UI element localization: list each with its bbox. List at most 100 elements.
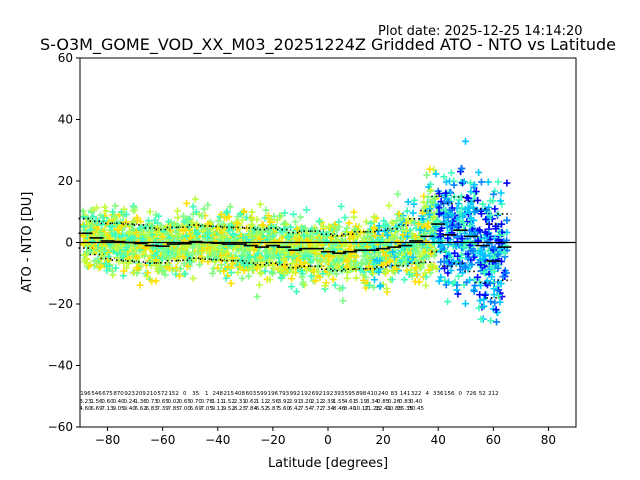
scatter-point xyxy=(192,208,200,216)
scatter-point xyxy=(323,237,331,245)
scatter-point xyxy=(497,244,505,252)
scatter-point xyxy=(301,281,309,289)
scatter-point xyxy=(239,251,247,259)
bin-count-label: 595 xyxy=(345,391,356,397)
bin-count-label: 0.85 xyxy=(377,399,390,405)
scatter-point xyxy=(82,251,90,259)
scatter-point xyxy=(132,254,140,262)
scatter-point xyxy=(112,232,120,240)
scatter-point xyxy=(442,219,450,227)
bin-count-label: 393 xyxy=(334,391,345,397)
scatter-point xyxy=(352,274,360,282)
x-tick-label: 60 xyxy=(486,433,501,447)
scatter-point xyxy=(226,227,234,235)
scatter-point xyxy=(414,220,422,228)
bin-count-label: 0.60 xyxy=(101,399,114,405)
scatter-point xyxy=(194,248,202,256)
scatter-point xyxy=(132,228,140,236)
scatter-point xyxy=(480,268,488,276)
bin-count-label: 11.28 xyxy=(364,406,380,412)
bin-count-label: 196 xyxy=(268,391,279,397)
scatter-point xyxy=(450,181,458,189)
bin-count-label: 0.78 xyxy=(201,399,214,405)
scatter-point xyxy=(183,244,191,252)
scatter-point xyxy=(162,254,170,262)
scatter-point xyxy=(422,282,430,290)
scatter-point xyxy=(277,265,285,273)
scatter-point xyxy=(217,228,225,236)
scatter-point xyxy=(461,137,469,145)
scatter-point xyxy=(388,276,396,284)
scatter-point xyxy=(204,253,212,261)
scatter-point xyxy=(219,234,227,242)
bin-count-label: 7.13 xyxy=(101,406,114,412)
scatter-point xyxy=(453,222,461,230)
scatter-point xyxy=(476,297,484,305)
y-tick-label: −60 xyxy=(48,420,73,434)
bin-count-label: 83 xyxy=(391,391,398,397)
scatter-point xyxy=(88,222,96,230)
scatter-point xyxy=(394,190,402,198)
scatter-point xyxy=(394,261,402,269)
scatter-point xyxy=(390,253,398,261)
scatter-point xyxy=(120,205,128,213)
scatter-point xyxy=(491,244,499,252)
scatter-point xyxy=(365,263,373,271)
scatter-point xyxy=(352,253,360,261)
y-tick-label: −40 xyxy=(48,359,73,373)
scatter-point xyxy=(476,291,484,299)
bin-count-label: 336 xyxy=(433,391,444,397)
scatter-point xyxy=(466,179,474,187)
bin-count-label: 7.05 xyxy=(201,406,214,412)
scatter-point xyxy=(315,262,323,270)
bin-count-label: 52 xyxy=(479,391,486,397)
scatter-point xyxy=(302,206,310,214)
scatter-point xyxy=(170,251,178,259)
scatter-point xyxy=(448,211,456,219)
scatter-point xyxy=(238,274,246,282)
scatter-point xyxy=(447,223,455,231)
scatter-point xyxy=(363,243,371,251)
scatter-point xyxy=(244,232,252,240)
scatter-point xyxy=(475,304,483,312)
scatter-point xyxy=(425,211,433,219)
scatter-point xyxy=(325,251,333,259)
scatter-point xyxy=(151,251,159,259)
bin-count-label: 152 xyxy=(168,391,179,397)
scatter-point xyxy=(278,267,286,275)
scatter-point xyxy=(217,210,225,218)
bin-count-label: 992 xyxy=(290,391,301,397)
bin-count-label: 2.91 xyxy=(289,399,301,405)
scatter-point xyxy=(351,261,359,269)
scatter-point xyxy=(474,237,482,245)
scatter-point xyxy=(174,247,182,255)
scatter-point xyxy=(382,251,390,259)
scatter-point xyxy=(226,203,234,211)
scatter-point xyxy=(490,190,498,198)
scatter-point xyxy=(187,234,195,242)
scatter-point xyxy=(442,247,450,255)
bin-count-label: 7.54 xyxy=(300,406,313,412)
scatter-point xyxy=(343,274,351,282)
scatter-point xyxy=(490,291,498,299)
bin-count-label: 7.00 xyxy=(179,406,192,412)
scatter-point xyxy=(421,269,429,277)
scatter-point xyxy=(154,262,162,270)
scatter-point xyxy=(422,273,430,281)
y-axis-label: ATO - NTO [DU] xyxy=(20,192,35,293)
scatter-point xyxy=(488,273,496,281)
bin-count-label: 599 xyxy=(257,391,268,397)
bin-count-label: 410 xyxy=(367,391,378,397)
scatter-point xyxy=(166,227,174,235)
scatter-point xyxy=(163,263,171,271)
bin-count-label: 30.45 xyxy=(408,406,424,412)
scatter-point xyxy=(347,242,355,250)
scatter-point xyxy=(483,230,491,238)
scatter-point xyxy=(394,237,402,245)
scatter-point xyxy=(238,216,246,224)
scatter-point xyxy=(395,210,403,218)
scatter-point xyxy=(331,281,339,289)
bin-count-label: 0.65 xyxy=(179,399,192,405)
scatter-point xyxy=(404,198,412,206)
scatter-point xyxy=(239,234,247,242)
